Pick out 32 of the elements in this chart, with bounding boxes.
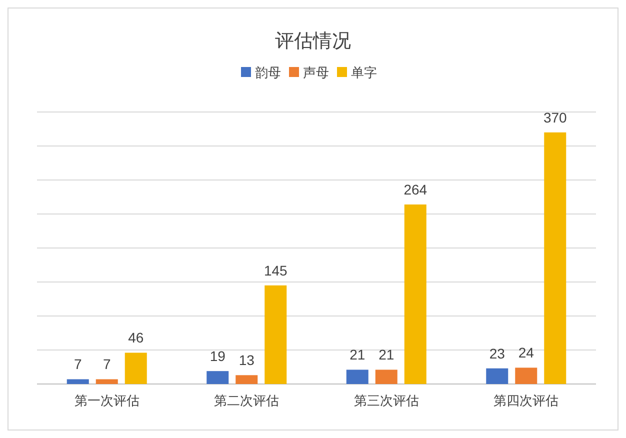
bar bbox=[486, 368, 508, 384]
x-tick-label: 第一次评估 bbox=[74, 393, 140, 408]
x-tick-label: 第四次评估 bbox=[494, 393, 559, 408]
x-tick-label: 第二次评估 bbox=[214, 393, 280, 408]
data-label: 46 bbox=[128, 330, 144, 346]
data-label: 7 bbox=[102, 356, 111, 372]
bar bbox=[544, 132, 566, 384]
bar bbox=[346, 370, 368, 384]
data-label: 19 bbox=[210, 348, 226, 364]
data-label: 24 bbox=[518, 344, 534, 361]
bar bbox=[124, 352, 147, 384]
bar bbox=[264, 285, 287, 384]
bar bbox=[375, 370, 398, 384]
x-tick-label: 第三次评估 bbox=[354, 393, 419, 408]
bar bbox=[515, 368, 538, 384]
data-label: 23 bbox=[489, 345, 506, 362]
data-label: 21 bbox=[378, 346, 394, 363]
data-label: 264 bbox=[404, 181, 428, 198]
bar bbox=[206, 371, 229, 384]
legend-label: 单字 bbox=[351, 65, 377, 80]
data-label: 145 bbox=[264, 262, 288, 278]
bar bbox=[404, 204, 426, 384]
legend-label: 声母 bbox=[303, 65, 329, 80]
legend-label: 韵母 bbox=[255, 65, 281, 80]
chart-title: 评估情况 bbox=[275, 31, 351, 52]
bar bbox=[66, 379, 89, 384]
bar bbox=[236, 375, 258, 384]
data-label: 370 bbox=[543, 109, 568, 126]
data-label: 21 bbox=[350, 346, 366, 363]
data-label: 13 bbox=[238, 352, 255, 368]
bar bbox=[96, 379, 118, 384]
data-label: 7 bbox=[74, 356, 82, 372]
